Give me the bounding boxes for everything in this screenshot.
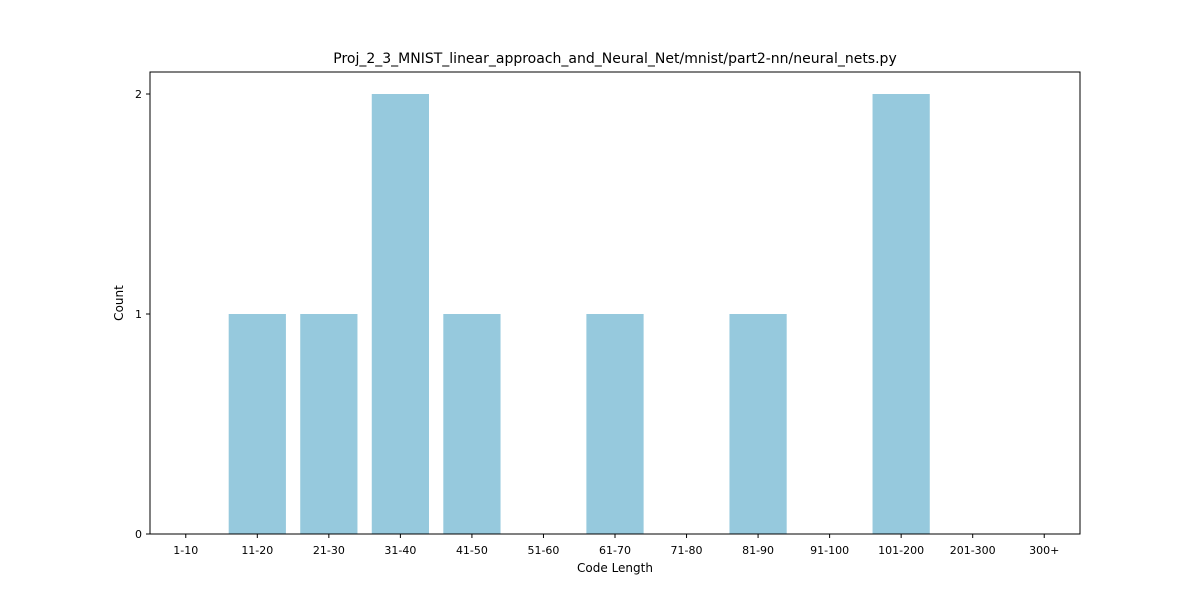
bar-31-40 [371, 94, 429, 534]
y-tick-label: 1 [135, 308, 142, 321]
x-tick-label: 61-70 [599, 544, 631, 557]
y-axis: 0 1 2 [135, 88, 150, 541]
x-tick-label: 11-20 [241, 544, 273, 557]
x-tick-label: 71-80 [671, 544, 703, 557]
y-tick-label: 2 [135, 88, 142, 101]
chart-title: Proj_2_3_MNIST_linear_approach_and_Neura… [333, 51, 896, 67]
x-tick-label: 31-40 [384, 544, 416, 557]
bar-11-20 [228, 314, 286, 534]
x-tick-label: 21-30 [313, 544, 345, 557]
x-axis-label: Code Length [577, 561, 653, 575]
bar-21-30 [300, 314, 358, 534]
bar-101-200 [872, 94, 930, 534]
bar-41-50 [443, 314, 501, 534]
x-tick-label: 51-60 [527, 544, 559, 557]
x-axis: 1-10 11-20 21-30 31-40 41-50 51-60 61-70 71-80 8… [173, 534, 1059, 557]
y-axis-label: Count [112, 285, 126, 321]
x-tick-label: 201-300 [950, 544, 996, 557]
x-tick-label: 91-100 [810, 544, 849, 557]
bar-61-70 [586, 314, 644, 534]
x-tick-label: 101-200 [878, 544, 924, 557]
x-tick-label: 41-50 [456, 544, 488, 557]
y-tick-label: 0 [135, 528, 142, 541]
bars-group [228, 94, 930, 534]
x-tick-label: 81-90 [742, 544, 774, 557]
x-tick-label: 1-10 [173, 544, 198, 557]
x-tick-label: 300+ [1029, 544, 1059, 557]
bar-81-90 [729, 314, 787, 534]
